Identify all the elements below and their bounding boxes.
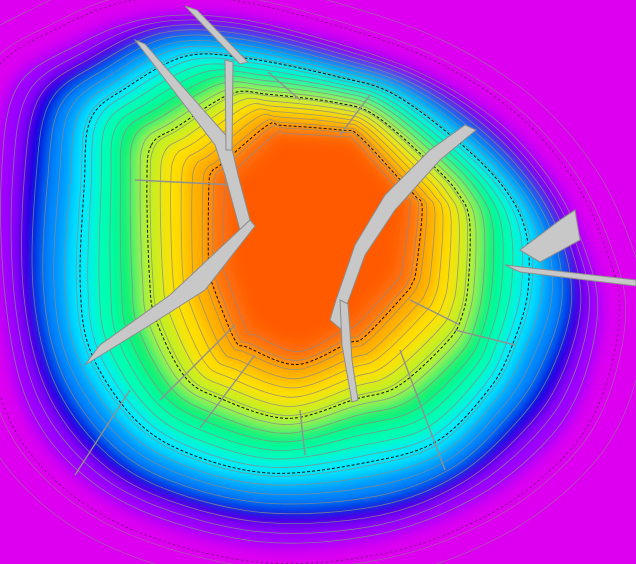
contour-line [149, 92, 468, 417]
contour-line [180, 108, 444, 389]
contour-line [0, 14, 599, 544]
fault [84, 219, 256, 366]
contour-line [170, 103, 452, 398]
contour-line [31, 29, 573, 515]
fault [184, 5, 249, 65]
contour-line [119, 75, 495, 443]
fault-tick [267, 71, 301, 101]
contour-line [42, 34, 563, 505]
fault [339, 299, 359, 403]
contour-line [223, 130, 411, 352]
dashed-contour [207, 122, 423, 366]
dashed-contour [0, 0, 621, 564]
fault [504, 264, 636, 287]
fault-tick [454, 329, 516, 346]
fault [224, 59, 234, 151]
contour-line [53, 40, 553, 495]
contour-line [139, 86, 477, 425]
fault-tick [399, 349, 446, 471]
fault-tick [339, 94, 371, 136]
fault-tick [74, 389, 131, 476]
contour-line [64, 45, 544, 486]
fault-tick [409, 299, 461, 326]
fault-ticks [74, 71, 516, 476]
dashed-contour [146, 90, 471, 419]
fault-tick [199, 354, 256, 429]
contour-line [159, 97, 460, 407]
fault-tick [159, 324, 236, 401]
fault-tick [299, 409, 306, 456]
contour-line [129, 81, 486, 434]
contour-line [201, 119, 428, 371]
fault-polygons [84, 5, 636, 403]
color-band-11 [231, 134, 405, 345]
contour-line [212, 124, 420, 361]
contour-line [191, 113, 436, 380]
contour-line [10, 19, 590, 534]
fault-tick [134, 179, 236, 186]
fault [519, 209, 581, 263]
contour-line [21, 24, 582, 524]
